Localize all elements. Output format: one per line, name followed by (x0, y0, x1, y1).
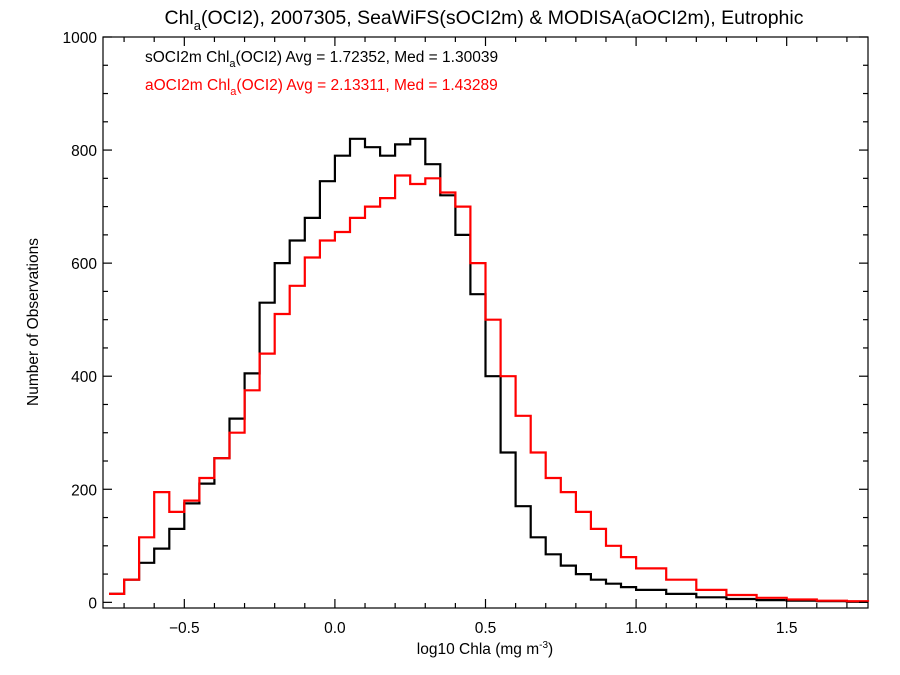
y-tick-label-4: 800 (71, 143, 97, 160)
x-tick-label-4: 1.5 (776, 620, 798, 637)
chart-title-subscript: a (194, 18, 202, 33)
x-tick-label-0: −0.5 (169, 620, 200, 637)
legend-aoci2m-post: (OCI2) Avg = 2.13311, Med = 1.43289 (236, 77, 497, 94)
y-tick-label-1: 200 (71, 482, 97, 499)
x-axis-label-main: log10 Chla (mg m (417, 641, 539, 658)
legend-entry-soci2m: sOCI2m Chla(OCI2) Avg = 1.72352, Med = 1… (145, 49, 498, 70)
y-tick-label-2: 400 (71, 369, 97, 386)
y-tick-label-3: 600 (71, 256, 97, 273)
x-axis-label-sup: -3 (539, 640, 548, 651)
series-line-1 (109, 174, 870, 603)
x-tick-label-3: 1.0 (625, 620, 647, 637)
chart-title-rest: (OCI2), 2007305, SeaWiFS(sOCI2m) & MODIS… (201, 7, 804, 29)
legend-soci2m-sub: a (229, 58, 236, 70)
legend-entry-aoci2m: aOCI2m Chla(OCI2) Avg = 2.13311, Med = 1… (145, 77, 498, 98)
chart-title: Chla(OCI2), 2007305, SeaWiFS(sOCI2m) & M… (164, 7, 803, 33)
legend-aoci2m-sub: a (230, 86, 237, 98)
series-layer (109, 137, 870, 603)
legend-soci2m-pre: sOCI2m Chl (145, 49, 229, 66)
legend-soci2m-post: (OCI2) Avg = 1.72352, Med = 1.30039 (236, 49, 499, 66)
y-axis-label: Number of Observations (25, 238, 42, 406)
legend: sOCI2m Chla(OCI2) Avg = 1.72352, Med = 1… (145, 49, 498, 98)
tick-layer: −0.5 0.0 0.5 1.0 1.5 0 200 400 600 800 1000 (63, 30, 868, 637)
series-line-0 (109, 137, 868, 603)
y-tick-label-0: 0 (88, 595, 97, 612)
y-tick-label-5: 1000 (63, 30, 98, 47)
x-tick-label-1: 0.0 (324, 620, 346, 637)
x-axis-label-end: ) (548, 641, 553, 658)
chart-title-main: Chl (164, 7, 193, 29)
x-axis-label: log10 Chla (mg m-3) (417, 640, 553, 658)
legend-aoci2m-pre: aOCI2m Chl (145, 77, 230, 94)
x-tick-label-2: 0.5 (475, 620, 497, 637)
